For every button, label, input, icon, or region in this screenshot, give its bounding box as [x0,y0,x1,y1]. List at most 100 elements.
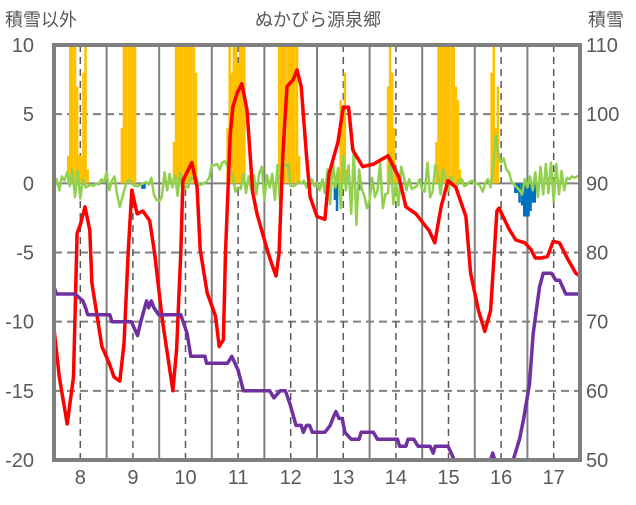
precip-bar [234,45,238,184]
precip-bar [66,155,70,184]
precip-bar [445,45,449,184]
precip-bar [181,45,184,184]
precip-bar [395,169,398,184]
precip-bar [133,45,137,184]
precip-bar [192,45,196,184]
chart-title: ぬかびら源泉郷 [255,10,381,30]
x-tick-label: 12 [280,467,302,489]
precip-bar [452,45,456,184]
y-right-tick-label: 100 [586,104,619,126]
plot-border [52,43,582,462]
precip-bar [226,128,229,184]
precip-bar [185,45,189,184]
precip-bar [282,45,285,184]
precip-bar [243,45,246,184]
snow-loss-bar [335,183,339,211]
precip-bar [339,100,342,184]
precip-bar [120,128,124,184]
precip-bar [492,45,495,184]
precip-bar [82,72,85,184]
x-tick-label: 9 [127,467,138,489]
y-left-tick-label: 10 [12,35,34,57]
precip-bar [78,155,81,184]
snow-loss-bar [525,183,528,217]
precip-bar [187,45,191,184]
precip-bar [277,45,281,184]
y-left-tick-label: -15 [5,381,34,403]
snow-loss-bar [518,183,521,203]
y-right-tick-label: 80 [586,243,608,265]
precip-bar [80,155,83,184]
x-tick-label: 11 [228,467,249,489]
precip-bar [241,45,244,184]
snow-loss-bar [143,183,146,189]
precip-bar [458,169,462,184]
x-tick-label: 13 [332,467,354,489]
y-right-tick-label: 90 [586,173,608,195]
right-axis-title: 積雪 [588,10,624,30]
y-left-tick-label: -20 [5,450,34,472]
y-right-tick-label: 110 [586,35,618,57]
x-tick-label: 8 [75,467,86,489]
precip-bar [291,45,294,184]
precip-bar [456,100,460,184]
snow-loss-bar [522,183,526,217]
x-tick-label: 17 [543,467,565,489]
precip-bar [127,45,130,184]
precip-bar [69,45,72,184]
bars-layer [66,45,539,217]
precip-bar [178,45,182,184]
precip-bar [288,45,292,184]
precip-bar [190,45,193,184]
snow-loss-bar [527,183,530,217]
precip-bar [450,45,453,184]
precip-bar [393,128,396,184]
precip-bar [124,45,128,184]
y-left-tick-label: 5 [23,104,34,126]
precip-bar [386,86,390,184]
x-tick-label: 10 [174,467,196,489]
snow-loss-bar [333,183,337,200]
y-left-tick-label: -5 [16,243,34,265]
other-series-line [52,133,581,227]
precip-bar [439,45,442,184]
precip-bar [295,45,299,184]
y-right-tick-label: 70 [586,312,608,334]
precip-bar [75,86,79,184]
precip-bar [228,45,231,184]
precip-bar [176,45,180,184]
precip-bar [84,45,87,184]
precip-bar [341,114,345,184]
precip-bar [131,45,135,184]
precip-bar [122,45,126,184]
precip-bar [174,45,178,184]
precip-bar [441,45,444,184]
left-axis-title: 積雪以外 [5,10,77,30]
x-tick-label: 16 [490,467,512,489]
precip-bar [297,155,301,184]
precip-bar [443,45,447,184]
precip-bar [435,141,438,184]
snow-loss-bar [531,183,534,203]
snow-loss-bar [141,183,144,189]
precip-bar [71,45,74,184]
precip-bar [293,45,296,184]
precip-bar [73,45,77,184]
x-tick-label: 14 [385,467,407,489]
precip-bar [194,72,198,184]
precip-bar [238,45,242,184]
snow-loss-bar [529,183,532,211]
precip-bar [388,45,392,184]
precip-bar [454,86,458,184]
precip-bar [494,128,498,184]
precip-bar [496,86,500,184]
plot-frame [52,43,582,462]
snow-loss-bar [533,183,537,203]
precip-bar [447,45,451,184]
precip-bar [490,72,493,184]
precip-bar [437,45,440,184]
precip-bar [286,45,290,184]
y-left-tick-label: 0 [23,173,34,195]
